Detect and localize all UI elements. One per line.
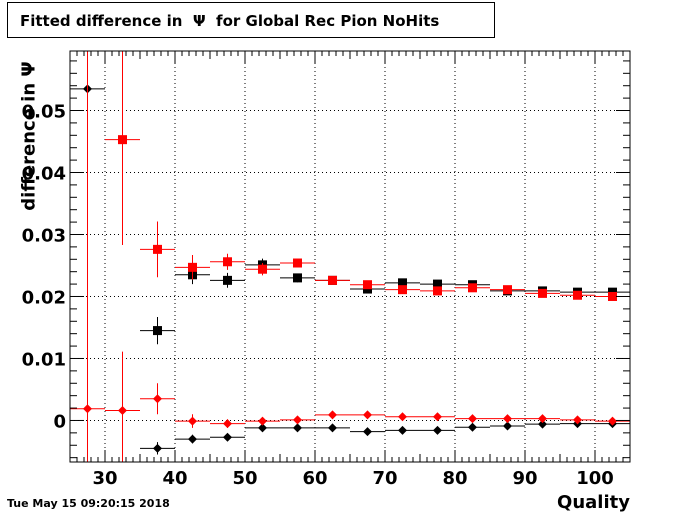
data-point-square	[433, 279, 442, 289]
chart-title: Fitted difference in Ψ for Global Rec Pi…	[20, 12, 440, 30]
data-point-diamond	[223, 432, 232, 442]
y-tick-label: 0.01	[22, 349, 66, 370]
data-point-diamond	[118, 406, 127, 416]
data-point-diamond	[468, 422, 477, 432]
data-point-square	[363, 280, 372, 290]
y-tick-label: 0.05	[22, 102, 66, 123]
data-point-diamond	[293, 423, 302, 433]
data-point-square	[503, 285, 512, 295]
x-tick-label: 40	[162, 468, 187, 489]
timestamp: Tue May 15 09:20:15 2018	[7, 497, 170, 510]
data-point-square	[433, 286, 442, 296]
data-point-diamond	[188, 434, 197, 444]
data-point-square	[293, 273, 302, 283]
x-tick-label: 30	[92, 468, 117, 489]
data-point-square	[118, 135, 127, 145]
data-point-diamond	[83, 404, 92, 414]
data-point-square	[468, 283, 477, 293]
y-tick-label: 0.03	[22, 225, 66, 246]
data-point-diamond	[258, 416, 267, 426]
data-point-diamond	[503, 421, 512, 431]
data-point-square	[328, 275, 337, 285]
data-point-diamond	[293, 415, 302, 425]
data-series-4	[70, 51, 630, 462]
x-tick-label: 50	[232, 468, 257, 489]
data-point-diamond	[363, 410, 372, 420]
x-axis-label: Quality	[557, 492, 630, 513]
data-point-diamond	[328, 423, 337, 433]
data-point-square	[153, 326, 162, 336]
data-point-square	[398, 285, 407, 295]
data-point-diamond	[223, 419, 232, 429]
data-point-square	[223, 275, 232, 285]
data-series-2	[105, 51, 630, 301]
data-point-diamond	[433, 412, 442, 422]
chart-title-box: Fitted difference in Ψ for Global Rec Pi…	[7, 2, 495, 38]
x-tick-label: 90	[512, 468, 537, 489]
data-point-square	[258, 264, 267, 274]
y-tick-label: 0	[53, 411, 66, 432]
data-point-diamond	[188, 416, 197, 426]
data-point-diamond	[468, 414, 477, 424]
data-point-square	[153, 244, 162, 254]
x-tick-label: 70	[372, 468, 397, 489]
data-point-diamond	[258, 423, 267, 433]
y-axis-label: difference in Ψ	[18, 61, 40, 211]
data-point-diamond	[503, 414, 512, 424]
data-point-diamond	[153, 443, 162, 453]
x-tick-label: 100	[576, 468, 614, 489]
grid-lines	[70, 51, 630, 462]
data-point-diamond	[328, 410, 337, 420]
data-point-square	[573, 290, 582, 300]
data-point-diamond	[538, 419, 547, 429]
data-point-square	[538, 288, 547, 298]
data-point-diamond	[538, 414, 547, 424]
data-point-diamond	[363, 427, 372, 437]
data-point-diamond	[433, 425, 442, 435]
data-point-square	[223, 257, 232, 267]
x-tick-label: 60	[302, 468, 327, 489]
data-point-diamond	[153, 394, 162, 404]
y-tick-label: 0.02	[22, 287, 66, 308]
data-point-diamond	[398, 412, 407, 422]
data-point-square	[608, 291, 617, 301]
data-point-square	[293, 258, 302, 268]
axes: 30 40 50 60 70 80 90 100 0 0.01 0.02 0.03 0.04 0.05	[22, 50, 631, 489]
data-point-square	[398, 278, 407, 288]
data-point-square	[188, 262, 197, 272]
y-tick-label: 0.04	[22, 164, 66, 185]
data-point-diamond	[573, 415, 582, 425]
plot-frame	[69, 50, 631, 463]
x-tick-label: 80	[442, 468, 467, 489]
data-point-diamond	[608, 416, 617, 426]
data-point-diamond	[398, 425, 407, 435]
data-points	[70, 51, 630, 462]
